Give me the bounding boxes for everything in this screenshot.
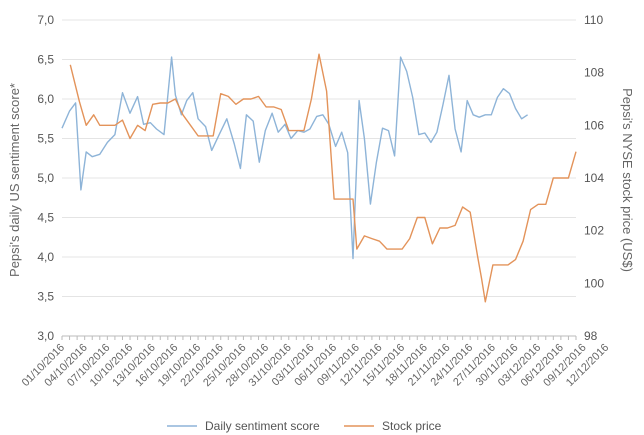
right-y-tick-label: 110: [584, 13, 603, 27]
series-line-sentiment: [61, 56, 528, 260]
left-y-tick-label: 5,5: [37, 132, 54, 146]
left-y-tick-label: 4,0: [37, 250, 54, 264]
right-y-tick-label: 102: [584, 224, 604, 238]
series-line-stock-price: [69, 53, 577, 303]
series-layer: [61, 53, 577, 303]
right-y-tick-label: 108: [584, 66, 604, 80]
right-y-tick-label: 104: [584, 171, 604, 185]
gridlines: [62, 19, 576, 297]
x-axis-ticks: 01/10/201604/10/201607/10/201610/10/2016…: [20, 336, 611, 389]
right-y-tick-label: 100: [584, 276, 604, 290]
left-y-tick-label: 3,0: [37, 329, 54, 343]
legend-label-stock-price: Stock price: [382, 419, 442, 433]
left-y-tick-label: 5,0: [37, 171, 54, 185]
left-y-tick-label: 3,5: [37, 290, 54, 304]
left-axis-title: Pepsi's daily US sentiment score*: [7, 83, 22, 277]
legend: Daily sentiment score Stock price: [167, 419, 442, 433]
legend-label-sentiment: Daily sentiment score: [205, 419, 320, 433]
left-y-tick-label: 6,5: [37, 53, 54, 67]
left-y-tick-label: 6,0: [37, 92, 54, 106]
right-axis-title: Pepsi's NYSE stock price (US$): [620, 88, 635, 272]
right-y-axis-ticks: 98 100 102 104 106 108 110: [584, 13, 604, 343]
left-y-tick-label: 4,5: [37, 211, 54, 225]
right-y-tick-label: 106: [584, 118, 604, 132]
right-y-tick-label: 98: [584, 329, 598, 343]
left-y-tick-label: 7,0: [37, 13, 54, 27]
left-y-axis-ticks: 3,0 3,5 4,0 4,5 5,0 5,5 6,0 6,5 7,0: [37, 13, 54, 343]
